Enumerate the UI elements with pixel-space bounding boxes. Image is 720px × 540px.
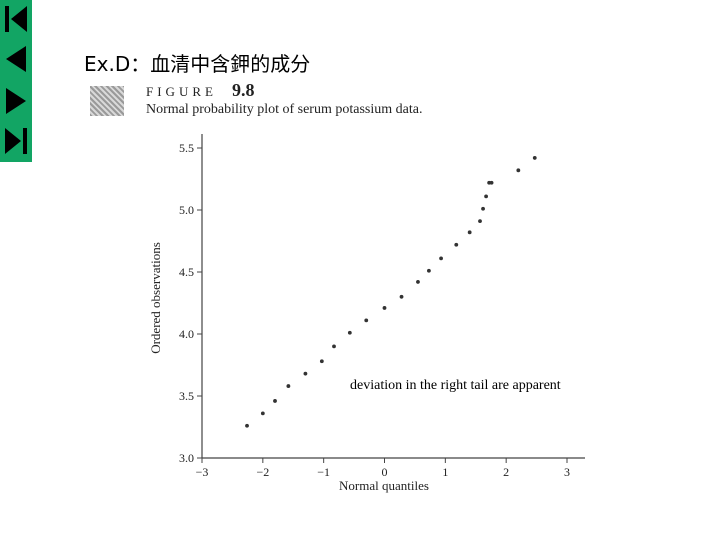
y-tick-label: 5.5 [179,141,194,155]
y-tick-label: 4.5 [179,265,194,279]
data-point [416,280,420,284]
x-tick-label: 0 [382,465,388,479]
y-axis-title: Ordered observations [148,242,163,354]
data-point [273,399,277,403]
previous-slide-button[interactable] [3,42,29,76]
data-point [286,384,291,388]
data-point [467,230,472,235]
data-point [478,219,482,224]
last-slide-icon [5,128,27,154]
x-tick-label: −2 [256,465,269,479]
data-point [245,423,249,428]
first-slide-icon [5,6,27,32]
data-point [364,318,369,323]
data-point [427,268,431,273]
data-point [319,359,324,364]
data-point [516,168,521,173]
figure-caption: Normal probability plot of serum potassi… [146,102,423,117]
y-tick-label: 4.0 [179,327,194,341]
y-tick-label: 3.5 [179,389,194,403]
data-point [303,371,308,376]
y-tick-label: 5.0 [179,203,194,217]
next-slide-icon [6,88,26,114]
slide-navigation [0,0,32,162]
data-point [332,344,336,349]
tail-deviation-note: deviation in the right tail are apparent [350,378,561,393]
normal-probability-plot: 3.0 3.5 4.0 4.5 5.0 5.5 −3 −2 −1 0 1 2 3 Normal qua… [148,134,585,493]
x-tick-label: −3 [196,465,209,479]
first-slide-button[interactable] [3,2,29,36]
next-slide-button[interactable] [3,84,29,118]
y-tick-label: 3.0 [179,451,194,465]
data-point [399,294,404,299]
slide-title: Ex.D：血清中含鉀的成分 [84,52,311,76]
x-tick-label: −1 [317,465,330,479]
x-tick-label: 3 [564,465,570,479]
figure-number: 9.8 [232,80,255,100]
x-tick-label: 1 [442,465,448,479]
figure-texture-block [90,86,124,116]
x-tick-label: 2 [503,465,509,479]
data-point [532,156,537,160]
data-point [439,256,443,261]
data-point [382,306,387,310]
data-point [347,330,352,335]
figure-label: FIGURE [146,84,217,99]
x-axis-title: Normal quantiles [339,478,429,493]
data-point [484,194,488,199]
previous-slide-icon [6,46,26,72]
data-point [260,411,265,416]
data-point [454,242,459,247]
data-point [489,180,494,185]
last-slide-button[interactable] [3,124,29,158]
data-point [481,206,485,211]
